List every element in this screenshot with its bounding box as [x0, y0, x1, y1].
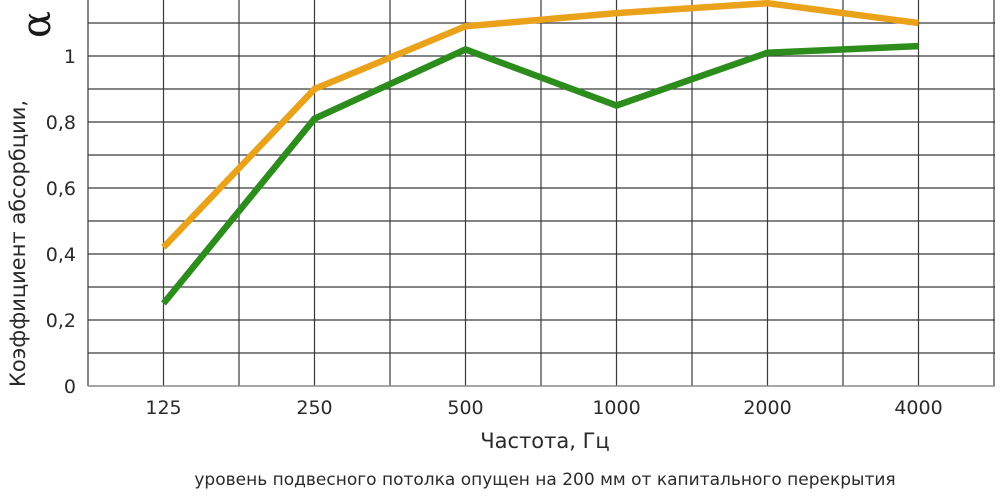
- y-axis-label: Коэффициент абсорбции,: [6, 100, 30, 387]
- x-axis-label: Частота, Гц: [480, 429, 609, 453]
- x-tick-label: 250: [296, 397, 332, 419]
- series-line-1: [161, 0, 919, 250]
- x-tick-label: 125: [145, 397, 181, 419]
- y-tick-label: 0,4: [46, 244, 76, 266]
- series-line-2: [160, 42, 919, 306]
- x-tick-label: 1000: [592, 397, 640, 419]
- y-tick-label: 1: [64, 46, 76, 68]
- chart-note: уровень подвесного потолка опущен на 200…: [194, 470, 895, 490]
- y-tick-label: 0,8: [46, 112, 76, 134]
- y-tick-label: 0,2: [46, 310, 76, 332]
- y-tick-label: 0,6: [46, 178, 76, 200]
- chart-grid: [87, 0, 995, 387]
- x-tick-label: 500: [447, 397, 483, 419]
- x-tick-label: 4000: [894, 397, 942, 419]
- y-axis-symbol: α: [14, 11, 60, 38]
- y-tick-labels: 0 0,2 0,4 0,6 0,8 1: [46, 46, 76, 398]
- chart-series: [160, 0, 919, 306]
- x-tick-labels: 125 250 500 1000 2000 4000: [145, 397, 942, 419]
- y-tick-label: 0: [64, 376, 76, 398]
- x-tick-label: 2000: [743, 397, 791, 419]
